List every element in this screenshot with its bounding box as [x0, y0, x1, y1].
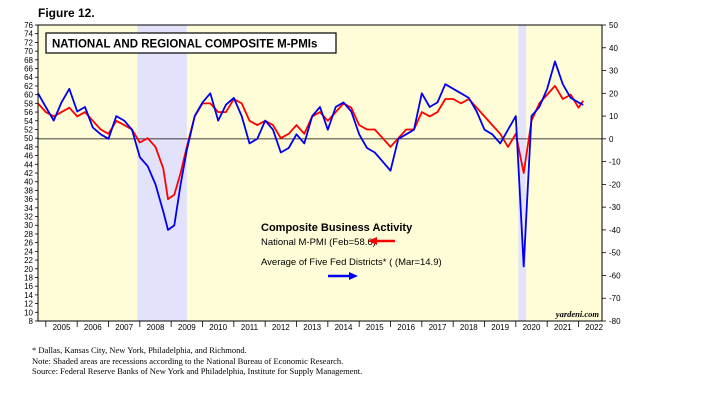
x-tick-label: 2016: [397, 323, 415, 332]
left-tick-label: 24: [24, 247, 33, 256]
legend-arrow-districts: [328, 272, 358, 280]
footnote-asterisk: * Dallas, Kansas City, New York, Philade…: [32, 345, 247, 355]
x-tick-label: 2006: [84, 323, 102, 332]
right-tick-label: -30: [609, 203, 621, 212]
x-tick-label: 2020: [523, 323, 541, 332]
left-tick-label: 52: [24, 125, 33, 134]
x-tick-label: 2008: [147, 323, 165, 332]
left-tick-label: 26: [24, 239, 33, 248]
left-tick-label: 48: [24, 143, 33, 152]
x-tick-label: 2011: [241, 323, 259, 332]
left-tick-label: 20: [24, 265, 33, 274]
title-box: [45, 32, 337, 54]
left-tick-label: 60: [24, 91, 33, 100]
left-tick-label: 14: [24, 291, 33, 300]
left-tick-label: 46: [24, 152, 33, 161]
x-tick-label: 2014: [335, 323, 353, 332]
x-tick-label: 2005: [53, 323, 71, 332]
right-tick-label: 50: [609, 21, 618, 30]
right-axis: -80 -70 -60 -50 -40 -30 -20 -10 0 10 20 30 40 50: [602, 21, 621, 326]
chart-title: NATIONAL AND REGIONAL COMPOSITE M-PMIs: [52, 39, 317, 51]
x-tick-label: 2018: [460, 323, 478, 332]
left-tick-label: 34: [24, 204, 33, 213]
left-tick-label: 42: [24, 169, 33, 178]
left-tick-label: 10: [24, 308, 33, 317]
x-tick-label: 2021: [554, 323, 572, 332]
series-layer: [37, 60, 584, 268]
plot-area: [38, 25, 602, 321]
right-tick-label: -40: [609, 226, 621, 235]
recession-band-0: [137, 25, 187, 321]
left-tick-label: 66: [24, 65, 33, 74]
left-tick-label: 68: [24, 56, 33, 65]
series-line-districts: [37, 60, 584, 268]
x-tick-label: 2010: [209, 323, 227, 332]
left-tick-label: 38: [24, 186, 33, 195]
left-tick-label: 44: [24, 160, 33, 169]
right-tick-label: -60: [609, 271, 621, 280]
left-tick-label: 16: [24, 282, 33, 291]
left-tick-label: 18: [24, 273, 33, 282]
x-tick-label: 2017: [429, 323, 447, 332]
footnote-note: Note: Shaded areas are recessions accord…: [32, 355, 344, 366]
x-tick-label: 2019: [491, 323, 509, 332]
left-tick-label: 72: [24, 38, 33, 47]
left-tick-label: 70: [24, 47, 33, 56]
x-tick-label: 2009: [178, 323, 196, 332]
footnotes: * Dallas, Kansas City, New York, Philade…: [32, 345, 362, 377]
left-tick-label: 30: [24, 221, 33, 230]
left-tick-label: 22: [24, 256, 33, 265]
right-tick-label: 10: [609, 112, 618, 121]
x-tick-label: 2022: [585, 323, 603, 332]
right-tick-label: -80: [609, 317, 621, 326]
x-axis: 2005 2006 2007 2008 2009 2010 2011 2012 2013 2014…: [45, 321, 604, 332]
left-tick-label: 36: [24, 195, 33, 204]
footnote-source: Source: Federal Reserve Banks of New Yor…: [32, 366, 363, 376]
left-tick-label: 54: [24, 117, 33, 126]
left-tick-label: 74: [24, 30, 33, 39]
legend-entry-districts: Average of Five Fed Districts* ( (Mar=14…: [261, 257, 442, 268]
left-tick-label: 12: [24, 300, 33, 309]
right-tick-label: -20: [609, 180, 621, 189]
figure-label: Figure 12.: [38, 6, 95, 20]
x-tick-label: 2012: [272, 323, 290, 332]
right-tick-label: -70: [609, 294, 621, 303]
left-tick-label: 28: [24, 230, 33, 239]
right-tick-label: -10: [609, 158, 621, 167]
x-tick-label: 2013: [303, 323, 321, 332]
right-tick-label: 20: [609, 89, 618, 98]
left-tick-label: 32: [24, 213, 33, 222]
left-axis: 8101214161820222426283032343638404244464…: [24, 21, 38, 326]
right-tick-label: 0: [609, 135, 614, 144]
left-tick-label: 8: [29, 317, 34, 326]
x-tick-label: 2007: [115, 323, 133, 332]
legend-entry-national: National M-PMI (Feb=58.6): [261, 237, 376, 248]
recession-bands: [137, 25, 527, 321]
left-tick-label: 64: [24, 73, 33, 82]
left-tick-label: 50: [24, 134, 33, 143]
left-tick-label: 62: [24, 82, 33, 91]
left-tick-label: 40: [24, 178, 33, 187]
source-mark: yardeni.com: [555, 309, 600, 319]
left-tick-label: 56: [24, 108, 33, 117]
chart: 8101214161820222426283032343638404244464…: [24, 21, 621, 332]
left-tick-label: 58: [24, 99, 33, 108]
legend-arrow-national: [368, 237, 395, 245]
right-tick-label: 30: [609, 67, 618, 76]
legend-heading: Composite Business Activity: [261, 222, 413, 234]
right-tick-label: 40: [609, 44, 618, 53]
recession-band-1: [518, 25, 527, 321]
x-tick-label: 2015: [366, 323, 384, 332]
left-tick-label: 76: [24, 21, 33, 30]
right-tick-label: -50: [609, 249, 621, 258]
